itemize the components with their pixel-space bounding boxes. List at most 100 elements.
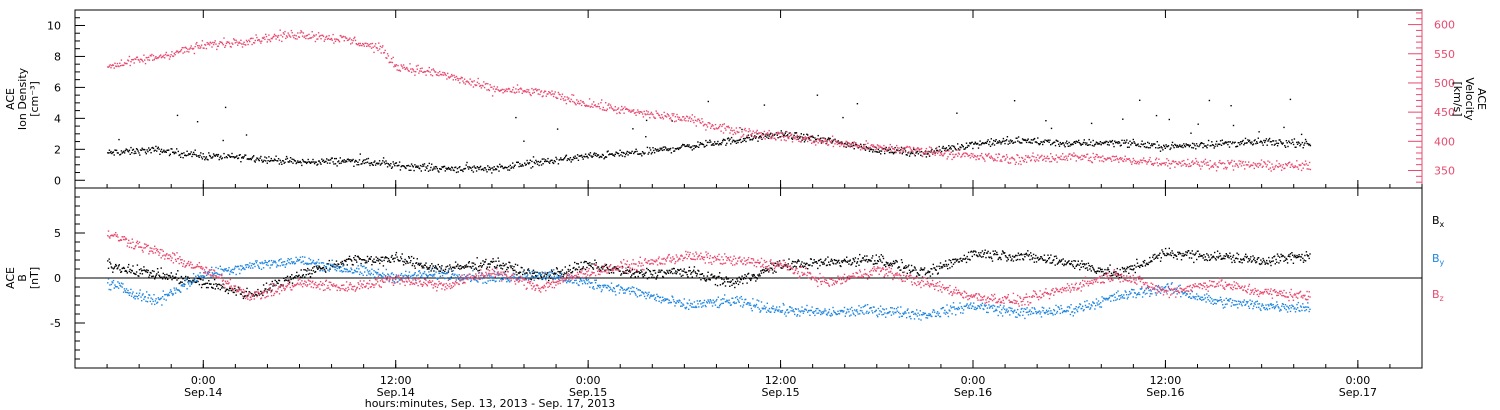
- data-point: [237, 157, 240, 159]
- data-point: [969, 157, 972, 159]
- data-point: [1139, 266, 1141, 269]
- data-point: [509, 90, 511, 93]
- data-point: [867, 142, 869, 144]
- data-point: [341, 160, 343, 163]
- data-point: [395, 162, 398, 164]
- data-point: [144, 270, 146, 272]
- data-point: [674, 272, 676, 274]
- data-point: [1243, 164, 1245, 166]
- data-point: [859, 149, 862, 151]
- data-point: [243, 296, 245, 298]
- data-point: [677, 148, 680, 151]
- series-bx: [107, 247, 1311, 300]
- data-point: [308, 33, 310, 36]
- data-point: [742, 278, 745, 280]
- data-point: [1054, 264, 1056, 266]
- data-point: [1188, 163, 1191, 165]
- data-point: [1247, 164, 1249, 166]
- data-point: [1057, 140, 1059, 142]
- data-point: [210, 42, 212, 44]
- data-point: [163, 276, 165, 278]
- data-point: [988, 257, 991, 259]
- data-point: [325, 271, 327, 273]
- data-point: [446, 265, 449, 267]
- data-point: [377, 49, 379, 52]
- data-point: [647, 111, 649, 113]
- data-point: [362, 159, 365, 161]
- data-point: [246, 41, 248, 43]
- data-point: [572, 158, 574, 161]
- data-point: [1140, 159, 1142, 162]
- data-point: [993, 144, 996, 146]
- data-point: [1282, 142, 1284, 144]
- data-point: [988, 143, 990, 146]
- data-point: [1227, 256, 1229, 258]
- data-point: [1296, 143, 1299, 145]
- data-point: [1021, 156, 1023, 159]
- data-point: [153, 270, 155, 273]
- data-point: [718, 127, 720, 129]
- data-point: [1017, 252, 1020, 254]
- data-point: [132, 58, 135, 61]
- data-point: [876, 262, 878, 265]
- data-point: [135, 148, 138, 150]
- data-point: [1164, 164, 1166, 166]
- data-point: [1303, 163, 1305, 166]
- data-point: [1128, 265, 1131, 268]
- data-point: [1068, 141, 1070, 144]
- data-point: [370, 256, 372, 258]
- data-point: [218, 43, 220, 45]
- data-point: [206, 41, 208, 44]
- data-point: [692, 119, 694, 122]
- data-point: [812, 136, 814, 139]
- data-point: [1098, 270, 1100, 273]
- data-point: [1028, 156, 1030, 159]
- data-point: [576, 154, 579, 156]
- data-point: [220, 155, 222, 157]
- data-point: [1228, 141, 1230, 143]
- data-point: [1246, 164, 1248, 166]
- data-point: [884, 146, 887, 149]
- data-point: [879, 145, 881, 147]
- data-point: [879, 260, 882, 262]
- data-point: [243, 156, 245, 158]
- data-point: [819, 140, 821, 142]
- data-point: [468, 83, 471, 85]
- data-point: [1216, 250, 1219, 252]
- data-point: [451, 166, 453, 168]
- data-point: [1029, 142, 1032, 144]
- data-point: [112, 151, 115, 153]
- data-point: [1094, 156, 1097, 158]
- data-point: [571, 159, 573, 161]
- data-point: [518, 165, 520, 168]
- data-point: [677, 268, 679, 271]
- data-point: [234, 287, 236, 290]
- data-point: [1266, 262, 1269, 265]
- data-point: [446, 168, 448, 171]
- data-point: [574, 102, 576, 105]
- data-point: [451, 270, 453, 272]
- data-point: [637, 275, 639, 278]
- y-tick-label: 5: [54, 227, 61, 240]
- data-point: [432, 68, 434, 70]
- data-point: [108, 149, 111, 151]
- data-point: [228, 154, 230, 156]
- data-point: [597, 266, 600, 268]
- data-point: [410, 68, 412, 70]
- data-point: [896, 144, 898, 147]
- data-point: [688, 270, 690, 272]
- data-point: [1032, 139, 1034, 141]
- data-point: [1305, 140, 1308, 143]
- data-point: [204, 44, 207, 46]
- data-point: [410, 71, 413, 73]
- data-point: [997, 141, 999, 143]
- data-point: [1261, 166, 1263, 168]
- data-point: [760, 132, 762, 134]
- data-point: [1025, 139, 1027, 142]
- data-point: [215, 43, 217, 45]
- data-point: [142, 269, 144, 271]
- data-point: [363, 259, 365, 261]
- data-point: [208, 280, 210, 282]
- data-point: [464, 83, 467, 85]
- data-point: [289, 276, 291, 278]
